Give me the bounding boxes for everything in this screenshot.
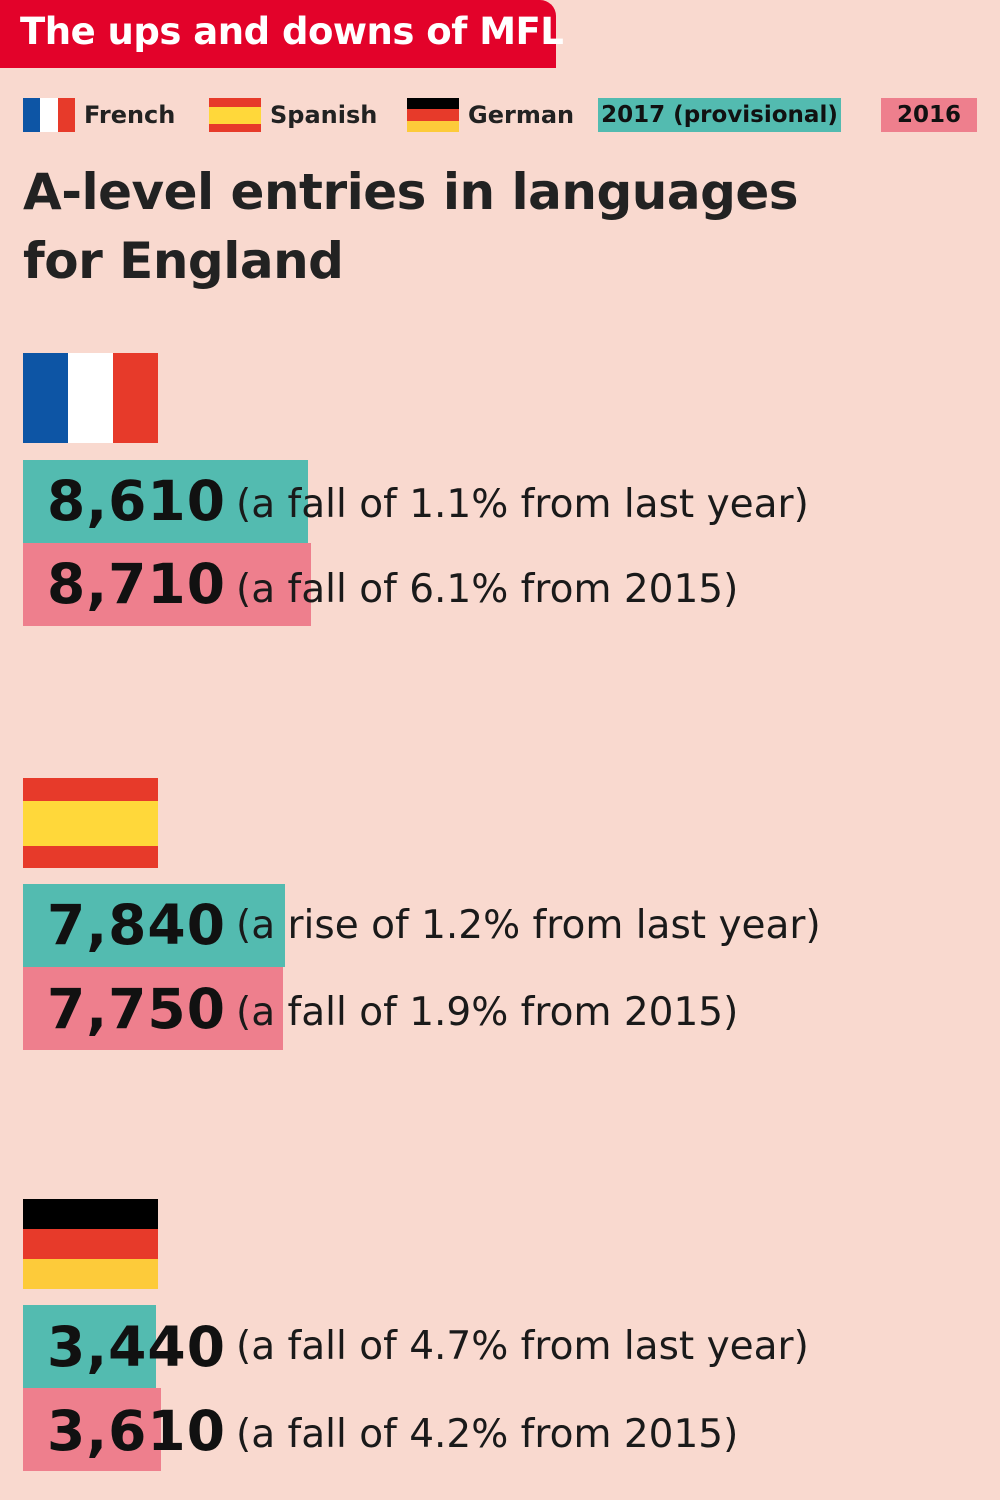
french-flag-icon xyxy=(23,353,158,443)
legend: French Spanish German xyxy=(0,97,1000,137)
legend-item-french: French xyxy=(23,97,175,133)
spanish-flag-icon xyxy=(209,98,261,132)
annotation-german-2016: (a fall of 4.2% from 2015) xyxy=(236,1412,739,1457)
value-label-french-2016: 8,710 xyxy=(47,552,226,616)
bar-french-2017 xyxy=(23,460,308,543)
annotation-french-2017: (a fall of 1.1% from last year) xyxy=(236,482,809,527)
bar-spanish-2016 xyxy=(23,967,283,1050)
header-tab: The ups and downs of MFL xyxy=(0,0,564,68)
value-label-spanish-2017: 7,840 xyxy=(47,893,226,957)
annotation-german-2017: (a fall of 4.7% from last year) xyxy=(236,1324,809,1369)
annotation-spanish-2017: (a rise of 1.2% from last year) xyxy=(236,903,821,948)
legend-swatch-2017: 2017 (provisional) xyxy=(598,98,841,132)
legend-label-french: French xyxy=(84,101,176,129)
annotation-spanish-2016: (a fall of 1.9% from 2015) xyxy=(236,990,739,1035)
german-flag-icon xyxy=(23,1199,158,1289)
spanish-flag-icon xyxy=(23,778,158,868)
legend-item-german: German xyxy=(407,97,574,133)
header-title: The ups and downs of MFL xyxy=(20,10,564,53)
bar-french-2016 xyxy=(23,543,311,626)
bar-german-2017 xyxy=(23,1305,156,1388)
legend-item-spanish: Spanish xyxy=(209,97,377,133)
bar-german-2016 xyxy=(23,1388,161,1471)
legend-swatch-2016: 2016 xyxy=(881,98,977,132)
bar-spanish-2017 xyxy=(23,884,286,967)
legend-label-spanish: Spanish xyxy=(270,101,378,129)
german-flag-icon xyxy=(407,98,459,132)
value-label-french-2017: 8,610 xyxy=(47,469,226,533)
value-label-spanish-2016: 7,750 xyxy=(47,977,226,1041)
legend-label-german: German xyxy=(468,101,575,129)
chart-title: A-level entries in languages for England xyxy=(23,163,799,290)
annotation-french-2016: (a fall of 6.1% from 2015) xyxy=(236,567,739,612)
french-flag-icon xyxy=(23,98,75,132)
value-label-german-2017: 3,440 xyxy=(47,1315,226,1379)
value-label-german-2016: 3,610 xyxy=(47,1399,226,1463)
